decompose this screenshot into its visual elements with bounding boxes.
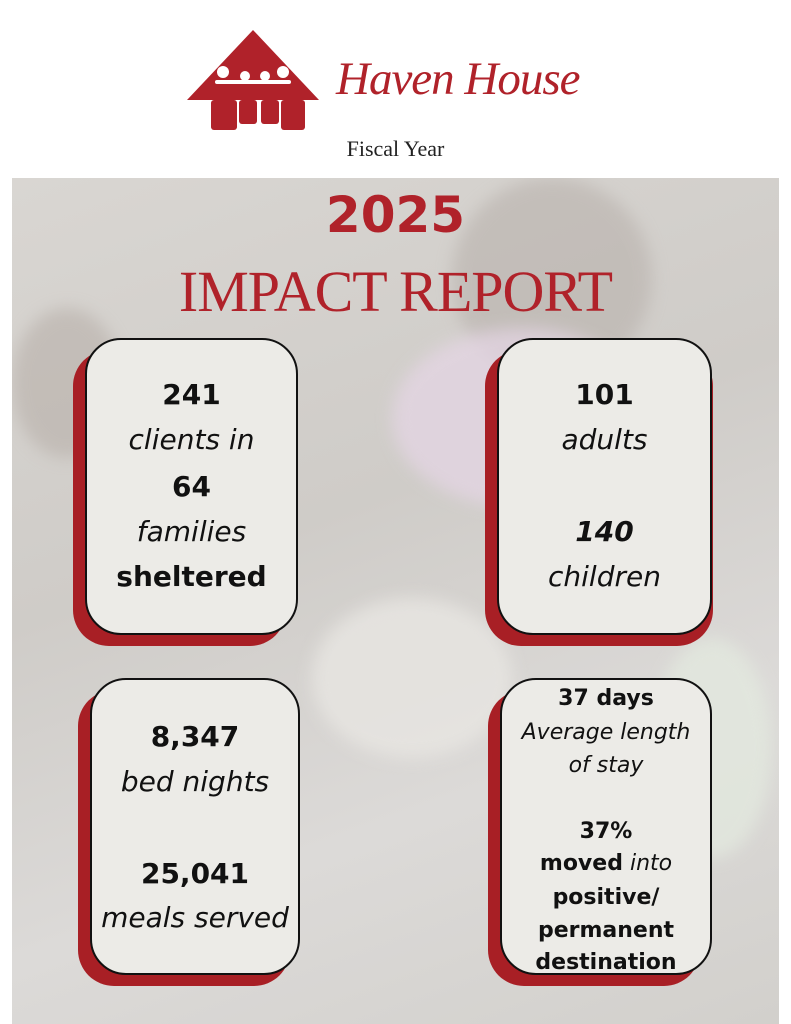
stat-line: moved into xyxy=(502,851,710,876)
stat-label: permanent xyxy=(537,918,675,943)
stat-label: families xyxy=(136,515,247,548)
stat-number: 140 xyxy=(575,515,634,548)
stat-label: Average length xyxy=(521,720,691,745)
stat-label: moved xyxy=(539,851,623,876)
stat-label: clients in xyxy=(128,423,255,456)
stat-label: sheltered xyxy=(116,560,267,593)
stat-number: 37% xyxy=(579,819,633,844)
stat-number: 37 days xyxy=(558,686,654,711)
org-name: Haven House xyxy=(336,53,581,105)
stat-label: of stay xyxy=(568,753,644,778)
stat-card: 101 adults 140 children xyxy=(497,338,712,635)
stat-label: into xyxy=(629,851,673,876)
subtitle: Fiscal Year xyxy=(346,136,445,161)
stat-card: 8,347 bed nights 25,041 meals served xyxy=(90,678,300,975)
logo-mark xyxy=(187,30,319,130)
stat-label: children xyxy=(548,560,661,593)
stat-label: positive/ xyxy=(552,885,660,910)
year: 2025 xyxy=(325,186,466,244)
stat-label: adults xyxy=(561,423,648,456)
stat-number: 241 xyxy=(162,378,221,411)
stat-card: 37 days Average length of stay 37% moved… xyxy=(500,678,712,975)
stat-number: 8,347 xyxy=(150,720,240,753)
stat-label: bed nights xyxy=(120,765,270,798)
stat-number: 64 xyxy=(172,470,211,503)
stat-number: 101 xyxy=(575,378,634,411)
stat-label: meals served xyxy=(101,901,289,934)
report-title: IMPACT REPORT xyxy=(178,259,613,324)
stat-label: destination xyxy=(535,950,677,975)
stat-card: 241 clients in 64 families sheltered xyxy=(85,338,298,635)
photo-shape xyxy=(312,598,512,758)
stat-number: 25,041 xyxy=(140,857,250,890)
